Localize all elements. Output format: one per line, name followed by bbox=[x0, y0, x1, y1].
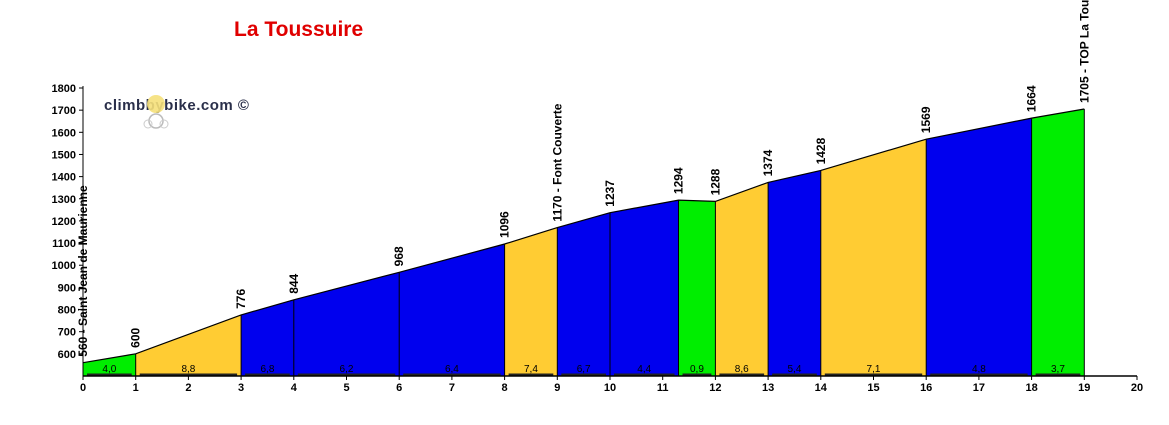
elevation-label: 1428 bbox=[814, 137, 828, 164]
segment-gradient-label: 3,7 bbox=[1051, 364, 1065, 375]
segment-gradient-label: 4,4 bbox=[637, 364, 651, 375]
profile-segment-4 bbox=[293, 272, 400, 376]
y-tick-label: 700 bbox=[58, 327, 76, 339]
chart-title: La Toussuire bbox=[234, 18, 364, 41]
x-tick-label: 10 bbox=[604, 382, 616, 394]
elevation-label: 1374 bbox=[761, 149, 775, 176]
segment-gradient-label: 6,4 bbox=[445, 364, 459, 375]
watermark-text: climbbybike.com © bbox=[104, 97, 250, 114]
profile-segment-12 bbox=[820, 139, 927, 376]
y-tick-label: 1300 bbox=[52, 194, 76, 206]
x-tick-label: 8 bbox=[502, 382, 508, 394]
profile-segment-8 bbox=[610, 200, 679, 376]
x-tick-label: 18 bbox=[1025, 382, 1037, 394]
profile-segment-14 bbox=[1031, 109, 1085, 376]
profile-segment-5 bbox=[399, 244, 505, 376]
elevation-label: 1170 - Font Couverte bbox=[550, 103, 564, 221]
x-tick-label: 5 bbox=[343, 382, 349, 394]
profile-segment-11 bbox=[768, 170, 821, 376]
profile-segment-9 bbox=[678, 200, 716, 376]
elevation-label: 1569 bbox=[919, 106, 933, 133]
x-tick-label: 14 bbox=[815, 382, 828, 394]
x-tick-label: 2 bbox=[185, 382, 191, 394]
x-tick-label: 9 bbox=[554, 382, 560, 394]
x-tick-label: 20 bbox=[1131, 382, 1143, 394]
profile-segment-3 bbox=[241, 299, 294, 376]
profile-segment-10 bbox=[715, 182, 769, 376]
profile-segment-13 bbox=[926, 118, 1032, 376]
segment-gradient-label: 7,1 bbox=[867, 364, 881, 375]
profile-line bbox=[82, 108, 1085, 364]
segment-gradient-label: 6,7 bbox=[577, 364, 591, 375]
x-tick-label: 12 bbox=[709, 382, 721, 394]
x-tick-label: 17 bbox=[973, 382, 985, 394]
x-tick-label: 16 bbox=[920, 382, 932, 394]
y-tick-label: 900 bbox=[58, 282, 76, 294]
segment-gradient-label: 6,8 bbox=[260, 364, 274, 375]
cyclist-logo-icon bbox=[143, 95, 169, 129]
profile-segment-6 bbox=[504, 227, 558, 376]
y-tick-label: 1800 bbox=[52, 83, 76, 95]
elevation-label: 1096 bbox=[498, 211, 512, 238]
segment-gradient-label: 6,2 bbox=[340, 364, 354, 375]
y-tick-label: 1500 bbox=[52, 149, 76, 161]
x-tick-label: 0 bbox=[80, 382, 86, 394]
x-tick-label: 13 bbox=[762, 382, 774, 394]
elevation-label: 1705 - TOP La Toussuire bbox=[1077, 0, 1091, 103]
y-tick-label: 800 bbox=[58, 305, 76, 317]
elevation-label: 600 bbox=[129, 327, 143, 347]
elevation-label: 1237 bbox=[603, 180, 617, 207]
x-tick-label: 19 bbox=[1078, 382, 1090, 394]
x-tick-label: 11 bbox=[657, 382, 669, 394]
y-tick-label: 1400 bbox=[52, 172, 76, 184]
y-tick-label: 1200 bbox=[52, 216, 76, 228]
segment-gradient-label: 7,4 bbox=[524, 364, 538, 375]
y-tick-label: 1000 bbox=[52, 260, 76, 272]
y-tick-label: 600 bbox=[58, 349, 76, 361]
segment-gradient-label: 4,8 bbox=[972, 364, 986, 375]
elevation-label: 1664 bbox=[1025, 85, 1039, 112]
x-tick-label: 3 bbox=[238, 382, 244, 394]
x-tick-label: 15 bbox=[867, 382, 879, 394]
segment-gradient-label: 5,4 bbox=[787, 364, 801, 375]
x-tick-label: 4 bbox=[291, 382, 298, 394]
y-tick-label: 1700 bbox=[52, 105, 76, 117]
elevation-label: 776 bbox=[234, 289, 248, 309]
elevation-label: 1294 bbox=[672, 167, 686, 194]
x-tick-label: 7 bbox=[449, 382, 455, 394]
profile-segment-7 bbox=[557, 212, 610, 376]
y-tick-label: 1100 bbox=[52, 238, 76, 250]
x-tick-label: 6 bbox=[396, 382, 402, 394]
segment-gradient-label: 8,8 bbox=[181, 364, 195, 375]
segment-gradient-label: 0,9 bbox=[690, 364, 704, 375]
segment-gradient-label: 8,6 bbox=[735, 364, 749, 375]
x-tick-label: 1 bbox=[133, 382, 139, 394]
elevation-label: 968 bbox=[392, 246, 406, 266]
elevation-label: 844 bbox=[287, 273, 301, 293]
profile-segment-1 bbox=[83, 353, 136, 376]
segment-gradient-label: 4,0 bbox=[102, 364, 116, 375]
elevation-label: 1288 bbox=[708, 168, 722, 195]
profile-segment-2 bbox=[135, 314, 242, 376]
y-tick-label: 1600 bbox=[52, 127, 76, 139]
